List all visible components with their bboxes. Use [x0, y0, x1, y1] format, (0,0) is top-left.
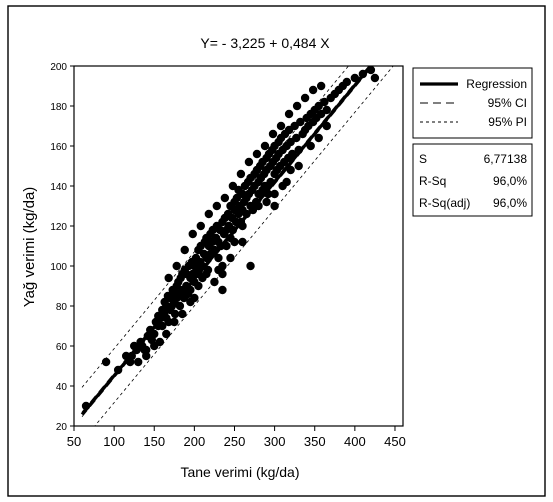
data-point: [150, 342, 158, 350]
data-point: [170, 318, 178, 326]
y-tick-label: 160: [50, 142, 67, 153]
data-point: [343, 78, 351, 86]
x-tick-label: 150: [143, 434, 165, 449]
data-point: [164, 274, 172, 282]
y-tick-label: 80: [56, 302, 68, 313]
y-tick-label: 40: [56, 382, 68, 393]
data-point: [317, 82, 325, 90]
data-point: [253, 150, 261, 158]
data-point: [262, 198, 270, 206]
x-tick-label: 450: [384, 434, 406, 449]
data-point: [205, 210, 213, 218]
plot-frame: [74, 66, 403, 426]
x-tick-label: 300: [264, 434, 286, 449]
y-tick-label: 180: [50, 102, 67, 113]
data-point: [221, 194, 229, 202]
data-point: [282, 178, 290, 186]
data-point: [176, 302, 184, 310]
data-point: [269, 130, 277, 138]
data-point: [323, 106, 331, 114]
data-point: [270, 202, 278, 210]
data-point: [371, 74, 379, 82]
data-point: [213, 202, 221, 210]
data-point: [194, 282, 202, 290]
y-tick-label: 200: [50, 62, 67, 73]
legend-label: 95% CI: [488, 96, 527, 110]
data-point: [197, 222, 205, 230]
data-point: [293, 102, 301, 110]
data-point: [171, 310, 179, 318]
data-point: [102, 358, 110, 366]
stat-value: 6,77138: [484, 152, 528, 166]
y-tick-label: 120: [50, 222, 67, 233]
data-point: [315, 134, 323, 142]
data-point: [261, 142, 269, 150]
plot-area: 50 100 150 200 250 300 350 400 450 20 40 60 80 100 120…: [50, 0, 406, 449]
data-point: [178, 310, 186, 318]
data-point: [277, 122, 285, 130]
data-point: [142, 346, 150, 354]
data-point: [218, 262, 226, 270]
data-point: [285, 110, 293, 118]
x-tick-label: 50: [67, 434, 81, 449]
stat-value: 96,0%: [493, 196, 527, 210]
data-point: [210, 278, 218, 286]
data-point: [301, 94, 309, 102]
data-point: [162, 330, 170, 338]
stat-value: 96,0%: [493, 174, 527, 188]
legend-label: Regression: [466, 77, 527, 91]
x-tick-label: 200: [184, 434, 206, 449]
y-tick-label: 20: [56, 422, 68, 433]
x-tick-label: 350: [304, 434, 326, 449]
data-point: [270, 190, 278, 198]
stat-label: S: [419, 152, 427, 166]
data-point: [237, 170, 245, 178]
stat-label: R-Sq(adj): [419, 196, 470, 210]
data-point: [226, 254, 234, 262]
data-point: [218, 270, 226, 278]
data-point: [294, 162, 302, 170]
y-tick-label: 140: [50, 182, 67, 193]
legend-label: 95% PI: [488, 115, 527, 129]
x-tick-label: 400: [344, 434, 366, 449]
y-tick-label: 60: [56, 342, 68, 353]
chart-title: Y= - 3,225 + 0,484 X: [200, 35, 330, 51]
data-point: [229, 182, 237, 190]
data-point: [134, 358, 142, 366]
y-axis-label: Yağ verimi (kg/da): [21, 187, 38, 308]
data-point: [173, 262, 181, 270]
data-point: [309, 86, 317, 94]
stat-label: R-Sq: [419, 174, 446, 188]
x-tick-label: 100: [103, 434, 125, 449]
x-tick-label: 250: [224, 434, 246, 449]
y-tick-label: 100: [50, 262, 67, 273]
data-point: [238, 238, 246, 246]
x-axis-label: Tane verimi (kg/da): [180, 464, 299, 480]
data-point: [218, 286, 226, 294]
data-point: [246, 262, 254, 270]
data-point: [202, 270, 210, 278]
legend: Regression 95% CI 95% PI: [413, 68, 532, 138]
data-point: [181, 246, 189, 254]
data-point: [189, 230, 197, 238]
stats-box: S 6,77138 R-Sq 96,0% R-Sq(adj) 96,0%: [413, 144, 532, 216]
data-point: [245, 158, 253, 166]
data-point: [186, 298, 194, 306]
data-point: [230, 238, 238, 246]
